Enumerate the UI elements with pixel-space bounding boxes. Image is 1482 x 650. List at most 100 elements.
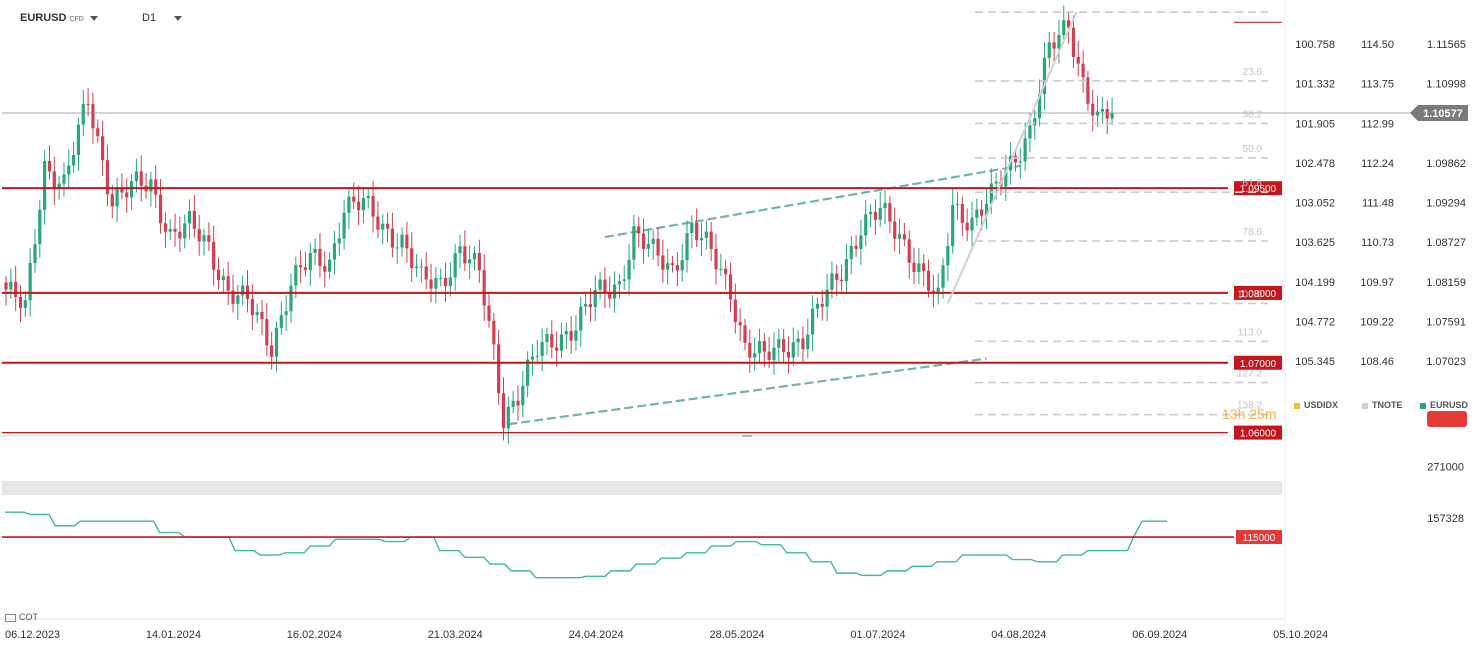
- candle-body: [511, 400, 515, 407]
- candle-body: [96, 128, 100, 137]
- candle-body: [946, 245, 950, 266]
- fib-level-label: 138.2: [1237, 401, 1262, 412]
- candle-body: [516, 400, 520, 406]
- legend-eurusd[interactable]: EURUSD: [1420, 400, 1468, 410]
- usdidx-axis-tick: 102.478: [1295, 158, 1335, 170]
- candle-body: [439, 277, 443, 279]
- tnote-swatch-icon: [1362, 402, 1368, 409]
- candle-body: [9, 281, 13, 290]
- candle-body: [443, 277, 448, 287]
- candle-body: [801, 338, 805, 350]
- eurusd-swatch-icon: [1420, 402, 1426, 409]
- candle-body: [289, 285, 293, 312]
- tnote-axis-tick: 108.46: [1360, 356, 1394, 368]
- candle-body: [376, 216, 380, 230]
- candle-body: [627, 259, 631, 280]
- candle-body: [458, 246, 462, 254]
- candle-body: [1033, 118, 1037, 126]
- candle-body: [139, 171, 143, 186]
- fib-level-label: 113.0: [1238, 327, 1263, 338]
- candle-body: [936, 287, 940, 292]
- legend-tnote[interactable]: TNOTE: [1362, 400, 1403, 410]
- candle-body: [704, 231, 708, 238]
- candle-body: [76, 124, 81, 155]
- candle-body: [482, 270, 486, 306]
- tnote-axis-tick: 112.24: [1361, 158, 1394, 170]
- candle-body: [883, 203, 887, 209]
- candle-body: [352, 196, 356, 202]
- candle-body: [255, 311, 259, 316]
- symbol-type: CFD: [69, 16, 84, 23]
- tnote-axis-tick: 112.99: [1361, 118, 1394, 130]
- candle-body: [86, 103, 90, 105]
- candle-body: [448, 277, 452, 287]
- candle-body: [472, 252, 477, 260]
- symbol-selector[interactable]: EURUSD CFD: [20, 12, 98, 24]
- candle-body: [612, 284, 617, 299]
- candle-body: [28, 262, 32, 301]
- candle-body: [579, 306, 583, 331]
- candle-body: [463, 246, 467, 264]
- usdidx-axis-tick: 101.905: [1295, 118, 1335, 130]
- candle-body: [265, 319, 269, 346]
- candle-body: [192, 210, 196, 229]
- candle-body: [492, 320, 496, 345]
- candle-body: [342, 212, 346, 239]
- candle-body: [695, 222, 699, 241]
- cot-header-band: [2, 481, 1282, 495]
- candle-body: [158, 194, 163, 224]
- candle-body: [47, 160, 52, 172]
- candle-body: [569, 331, 573, 341]
- fib-level-label: 23.6: [1243, 67, 1263, 78]
- candle-body: [216, 269, 221, 281]
- candle-body: [685, 233, 689, 261]
- candle-body: [23, 300, 27, 308]
- legend-usdidx[interactable]: USDIDX: [1294, 400, 1338, 410]
- candle-body: [202, 235, 206, 242]
- candle-body: [4, 282, 8, 290]
- candle-body: [477, 252, 481, 271]
- x-axis-tick-label: 05.10.2024: [1273, 629, 1328, 641]
- candle-body: [854, 245, 858, 249]
- candle-body: [154, 179, 158, 195]
- candle-body: [815, 303, 820, 309]
- cot-axis-tick: 157328: [1427, 513, 1464, 525]
- fib-level-label: 100.0: [1237, 289, 1262, 300]
- trade-button[interactable]: [1427, 411, 1467, 427]
- eurusd-axis-tick: 1.07023: [1426, 356, 1466, 368]
- candle-body: [381, 223, 385, 230]
- candle-body: [410, 248, 414, 268]
- candle-body: [197, 228, 201, 242]
- candle-body: [926, 270, 931, 291]
- cot-panel-label: COT: [5, 612, 38, 622]
- candle-body: [839, 279, 844, 282]
- candle-body: [656, 238, 660, 256]
- x-axis-tick-label: 14.01.2024: [146, 629, 201, 641]
- candle-body: [250, 298, 254, 316]
- candle-body: [506, 406, 510, 429]
- timeframe-selector[interactable]: D1: [142, 12, 183, 24]
- candle-body: [955, 204, 960, 206]
- candle-body: [1067, 20, 1071, 28]
- candle-body: [941, 265, 945, 288]
- candle-body: [907, 239, 911, 263]
- candle-body: [960, 204, 964, 223]
- usdidx-axis-tick: 104.199: [1295, 277, 1335, 289]
- candle-body: [207, 235, 211, 242]
- candle-body: [733, 299, 737, 323]
- candle-body: [226, 276, 230, 291]
- candle-body: [303, 267, 308, 271]
- candle-body: [487, 305, 491, 321]
- candle-body: [632, 226, 636, 260]
- candle-body: [888, 203, 892, 222]
- candle-body: [274, 327, 279, 357]
- candle-body: [279, 315, 283, 328]
- candle-body: [521, 385, 525, 406]
- usdidx-axis-tick: 100.758: [1295, 39, 1335, 51]
- candle-body: [893, 221, 897, 239]
- candle-body: [559, 334, 564, 351]
- candle-body: [294, 265, 298, 286]
- trend-channel-upper: [604, 164, 1021, 239]
- candle-body: [830, 273, 834, 290]
